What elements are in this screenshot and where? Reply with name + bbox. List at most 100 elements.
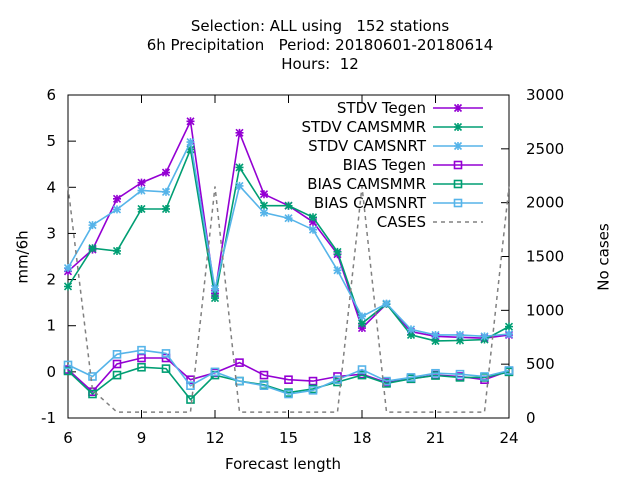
y2-axis-label: No cases	[594, 223, 613, 291]
legend-label: CASES	[377, 213, 426, 231]
series-5-point	[357, 365, 367, 374]
series-1-point	[308, 213, 318, 222]
series-1-point	[161, 204, 171, 214]
series-1-point	[406, 330, 416, 340]
legend-marker	[453, 141, 463, 151]
series-1-point	[186, 145, 195, 154]
series-1-point	[284, 201, 293, 210]
y-tick-label: 1	[46, 317, 56, 335]
series-5-point	[137, 345, 146, 355]
series-5-point	[259, 381, 269, 391]
series-line-4	[67, 366, 510, 401]
series-1-point	[431, 336, 440, 346]
series-2-point	[210, 284, 220, 293]
x-tick-label: 6	[63, 429, 73, 447]
x-tick-label: 18	[352, 429, 371, 447]
series-2-point	[308, 225, 318, 234]
legend-label: BIAS CAMSMMR	[307, 175, 426, 193]
series-1-point	[137, 204, 146, 214]
y2-tick-label: 2500	[526, 140, 564, 158]
series-2-point	[431, 330, 440, 340]
series-1-point	[88, 244, 97, 253]
series-2-point	[137, 186, 146, 195]
x-tick-label: 15	[279, 429, 298, 447]
series-4-point	[137, 362, 146, 372]
series-line-3	[67, 357, 510, 393]
y2-tick-label: 2000	[526, 194, 564, 212]
series-0-point	[235, 128, 244, 137]
series-2-point	[235, 181, 244, 190]
legend-marker	[453, 198, 463, 208]
series-2-point	[186, 138, 195, 147]
series-0-point	[137, 178, 146, 187]
series-2-point	[382, 299, 391, 308]
series-1-point	[259, 201, 269, 210]
series-2-point	[161, 187, 171, 196]
x-tick-label: 9	[137, 429, 147, 447]
series-4-point	[186, 395, 195, 404]
series-3-point	[308, 376, 318, 386]
legend-label: BIAS CAMSNRT	[314, 194, 427, 212]
series-2-point	[480, 332, 489, 341]
series-2-point	[88, 221, 97, 230]
legend-label: STDV Tegen	[337, 99, 426, 117]
series-2-point	[455, 330, 465, 340]
series-1-point	[112, 246, 122, 256]
legend-label: STDV CAMSNRT	[308, 137, 427, 155]
series-2-point	[284, 214, 293, 223]
series-1-point	[504, 322, 514, 331]
series-1-point	[357, 319, 367, 328]
x-axis-label: Forecast length	[225, 455, 342, 473]
series-4-point	[161, 364, 171, 373]
legend-marker	[453, 122, 463, 132]
y-tick-label: 4	[46, 178, 56, 196]
series-3-point	[235, 358, 244, 367]
y2-tick-label: 0	[526, 409, 536, 427]
y-tick-label: 2	[46, 271, 56, 289]
series-5-point	[112, 350, 122, 359]
series-3-point	[259, 370, 269, 380]
series-2-point	[333, 266, 342, 275]
legend-label: STDV CAMSMMR	[301, 118, 426, 136]
y-tick-label: 6	[46, 86, 56, 104]
chart-title-line-1: Selection: ALL using 152 stations	[190, 17, 450, 35]
chart-title-line-3: Hours: 12	[281, 55, 359, 73]
series-0-point	[161, 168, 171, 177]
legend-marker	[453, 179, 463, 189]
series-line-5	[67, 349, 510, 395]
y2-tick-label: 3000	[526, 86, 564, 104]
series-5-point	[88, 372, 97, 381]
series-5-point	[235, 376, 244, 386]
series-5-point	[210, 367, 220, 377]
x-tick-label: 12	[205, 429, 224, 447]
y-tick-label: -1	[41, 409, 56, 427]
series-line-1	[67, 146, 510, 342]
series-line-2	[67, 139, 510, 338]
series-2-point	[357, 312, 367, 321]
series-0-point	[259, 190, 269, 199]
series-4-point	[357, 370, 367, 380]
y2-tick-label: 1500	[526, 248, 564, 266]
y-tick-label: 0	[46, 363, 56, 381]
series-0-point	[112, 194, 122, 203]
series-5-point	[455, 369, 465, 379]
x-tick-label: 21	[426, 429, 445, 447]
legend-label: BIAS Tegen	[343, 156, 426, 174]
series-2-point	[112, 205, 122, 214]
y-tick-label: 5	[46, 132, 56, 150]
series-5-point	[382, 376, 391, 386]
series-0-point	[308, 217, 318, 226]
series-5-point	[504, 366, 514, 375]
series-4-point	[112, 370, 122, 380]
series-2-point	[504, 329, 514, 339]
legend-marker	[453, 103, 463, 113]
x-tick-label: 24	[499, 429, 518, 447]
series-line-0	[67, 118, 510, 340]
series-5-point	[431, 368, 440, 378]
series-5-point	[333, 375, 342, 385]
series-1-point	[333, 247, 342, 256]
series-2-point	[63, 263, 73, 273]
chart-title-line-2: 6h Precipitation Period: 20180601-201806…	[146, 36, 494, 54]
series-2-point	[259, 208, 269, 217]
